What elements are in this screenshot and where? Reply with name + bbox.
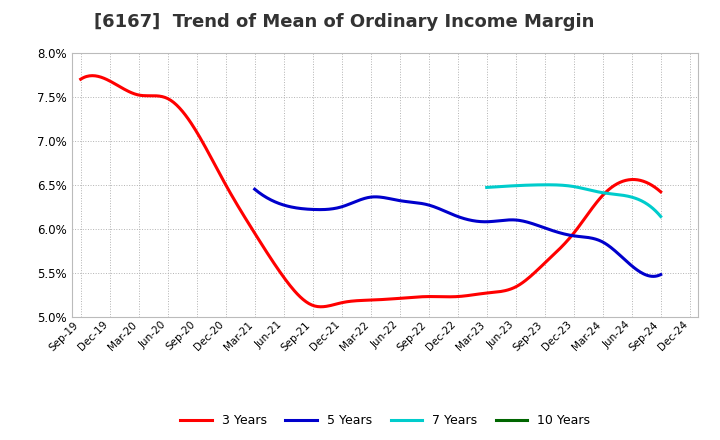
Text: [6167]  Trend of Mean of Ordinary Income Margin: [6167] Trend of Mean of Ordinary Income … bbox=[94, 13, 594, 31]
Legend: 3 Years, 5 Years, 7 Years, 10 Years: 3 Years, 5 Years, 7 Years, 10 Years bbox=[176, 409, 595, 432]
